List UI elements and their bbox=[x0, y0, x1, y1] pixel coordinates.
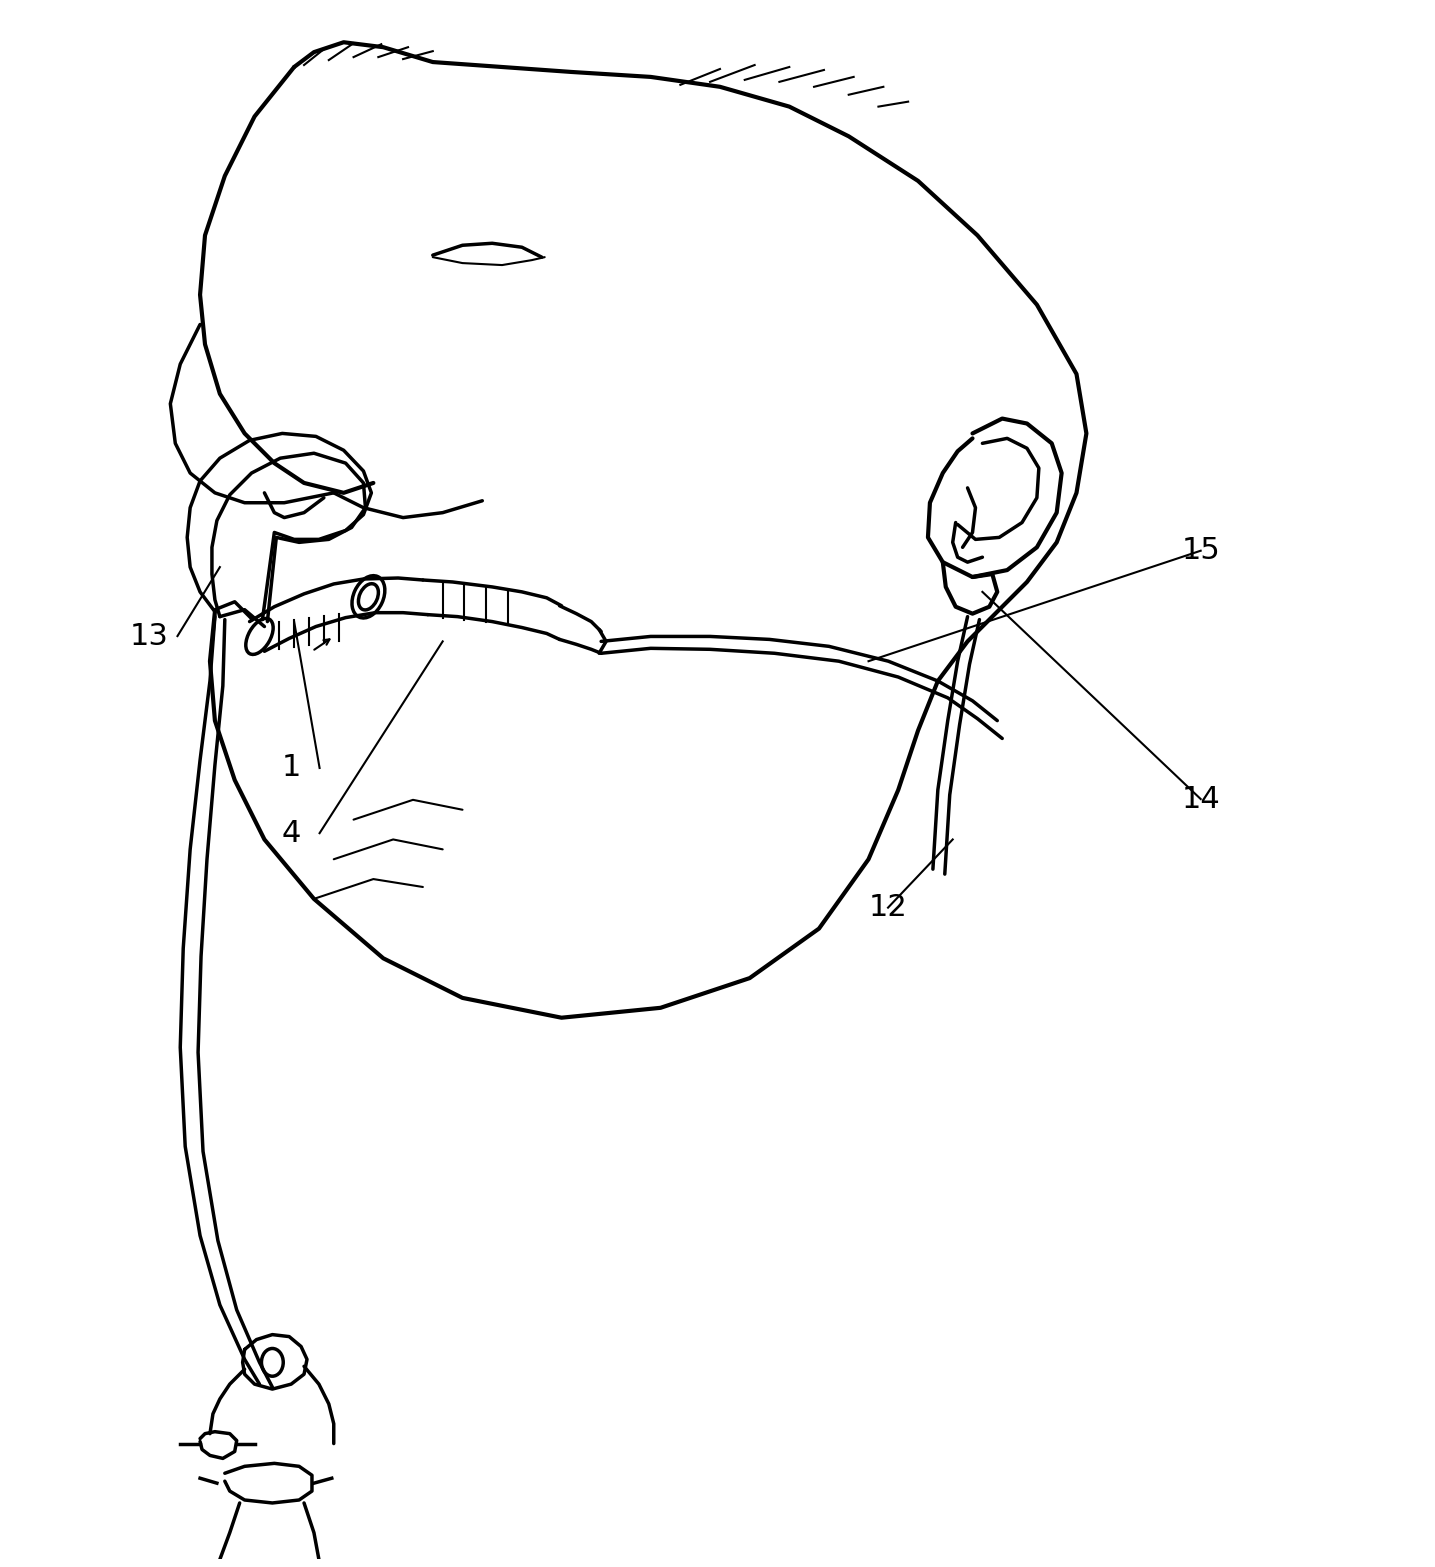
Text: 12: 12 bbox=[868, 893, 907, 921]
Text: 15: 15 bbox=[1181, 536, 1220, 566]
Text: 4: 4 bbox=[281, 818, 301, 848]
Text: 1: 1 bbox=[281, 754, 301, 782]
Text: 13: 13 bbox=[129, 622, 168, 650]
Text: 14: 14 bbox=[1181, 785, 1220, 813]
